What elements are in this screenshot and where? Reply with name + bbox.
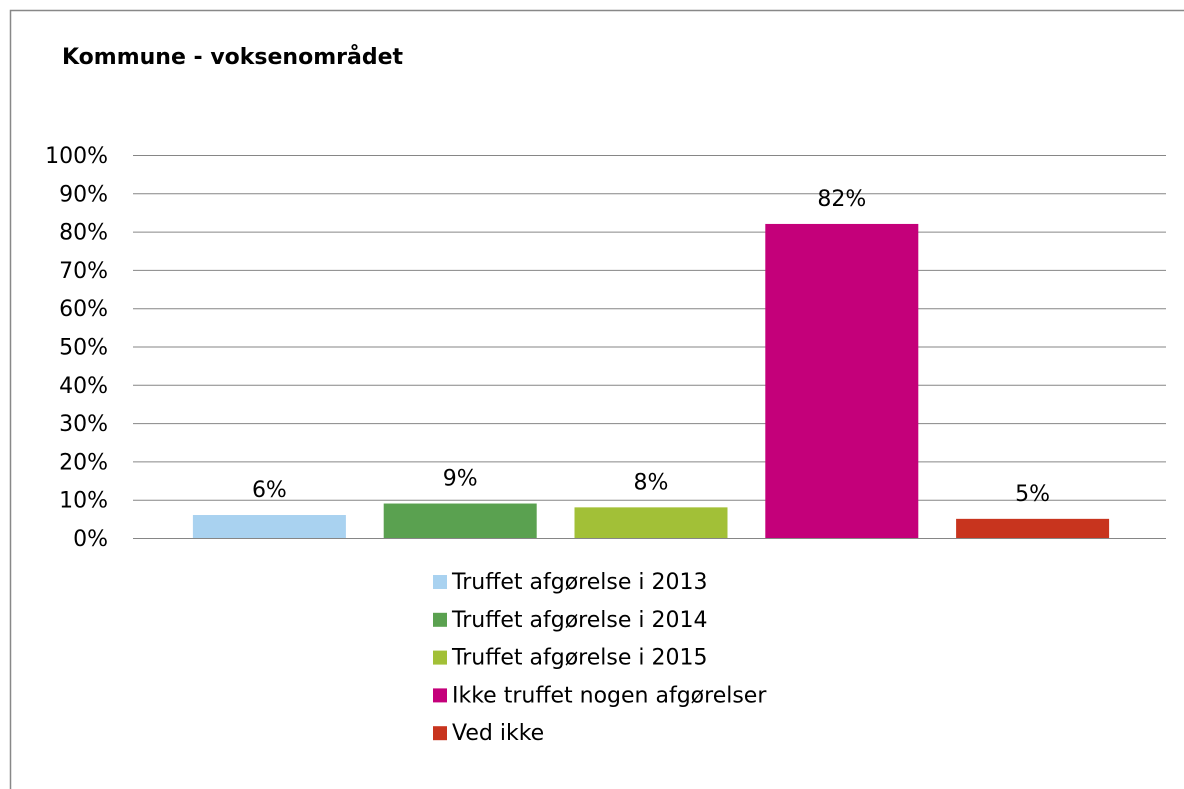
- bar: [956, 518, 1110, 538]
- y-tick-label: 60%: [59, 297, 108, 322]
- y-tick-label: 100%: [45, 144, 108, 169]
- legend-label: Truffet afgørelse i 2013: [451, 570, 707, 595]
- chart-title: Kommune - voksenområdet: [62, 44, 403, 70]
- legend-swatch: [433, 612, 447, 627]
- bar: [192, 515, 346, 538]
- legend-swatch: [433, 726, 447, 741]
- y-tick-label: 30%: [59, 412, 108, 437]
- y-tick-label: 50%: [59, 336, 108, 361]
- bar: [574, 507, 728, 538]
- y-tick-label: 70%: [59, 259, 108, 284]
- data-label: 9%: [443, 467, 478, 492]
- y-tick-label: 40%: [59, 374, 108, 399]
- data-label: 82%: [817, 187, 866, 212]
- legend-swatch: [433, 575, 447, 589]
- bar: [765, 223, 919, 538]
- legend-label: Truffet afgørelse i 2014: [451, 608, 707, 633]
- data-label: 6%: [252, 478, 287, 503]
- bar: [383, 503, 537, 538]
- legend-swatch: [433, 650, 447, 665]
- legend-label: Truffet afgørelse i 2015: [451, 646, 707, 671]
- y-tick-label: 90%: [59, 182, 108, 207]
- legend-swatch: [433, 688, 447, 703]
- y-tick-label: 80%: [59, 221, 108, 246]
- y-tick-label: 0%: [73, 527, 108, 552]
- chart-border: [9, 9, 1184, 789]
- data-label: 5%: [1015, 482, 1050, 507]
- data-label: 8%: [634, 470, 669, 495]
- y-tick-label: 10%: [59, 489, 108, 514]
- legend-label: Ikke truffet nogen afgørelser: [452, 683, 767, 708]
- y-tick-label: 20%: [59, 450, 108, 475]
- legend-label: Ved ikke: [452, 721, 544, 746]
